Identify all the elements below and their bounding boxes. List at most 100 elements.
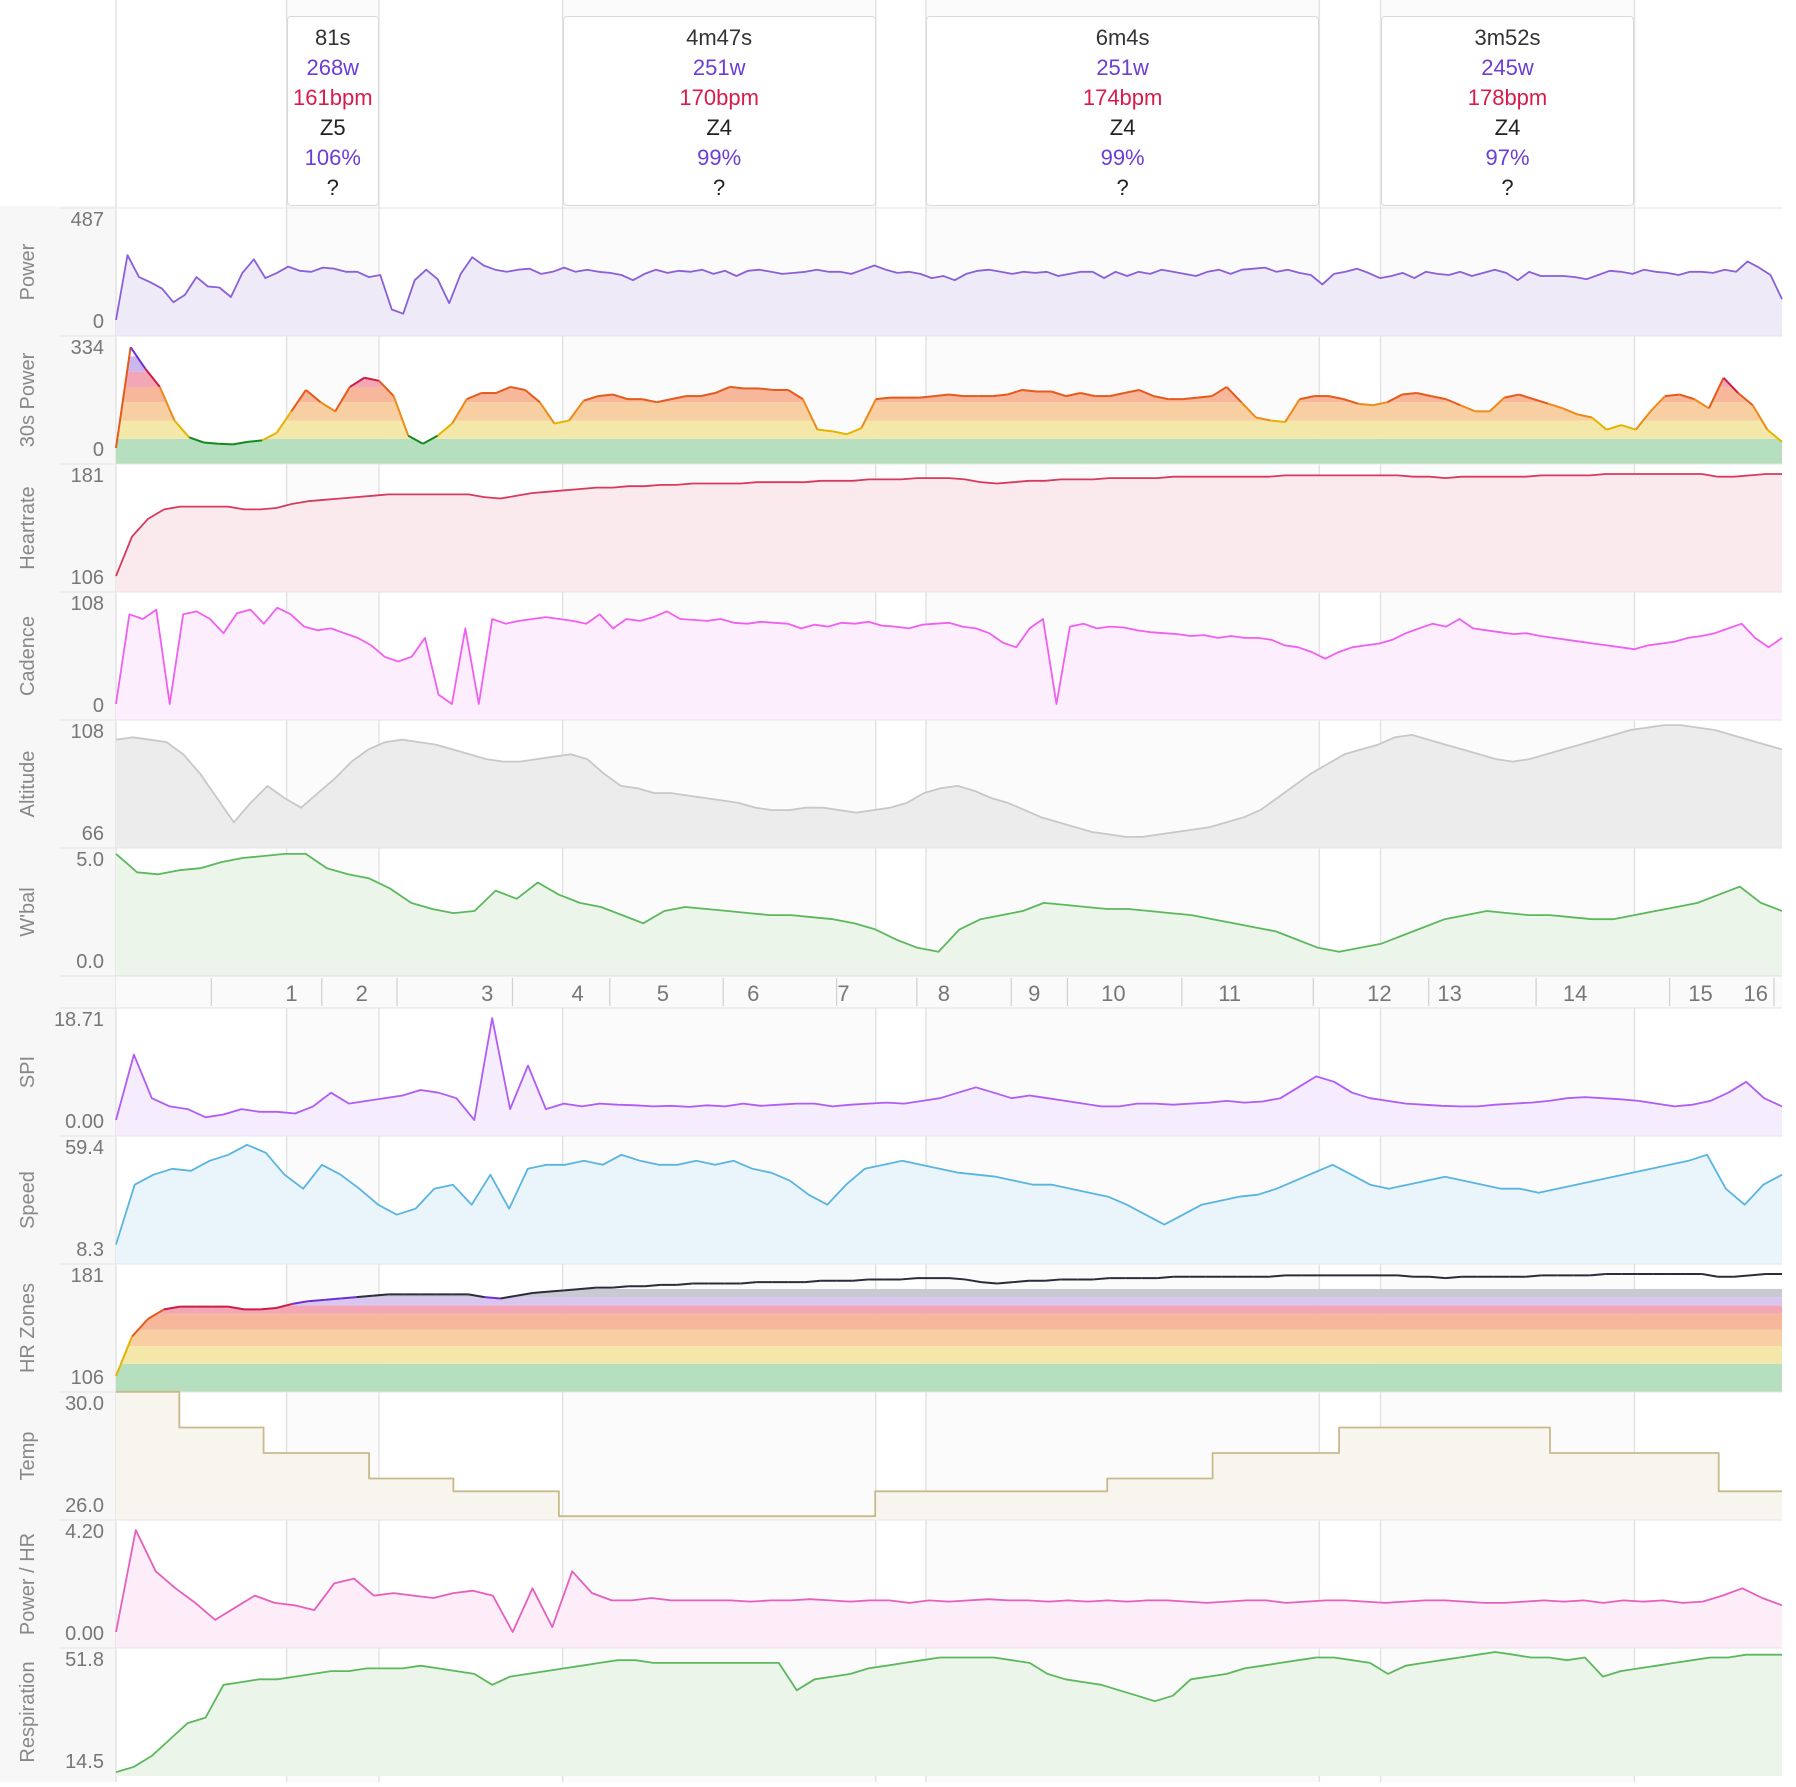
y-max-tick: 181 xyxy=(71,465,104,487)
interval-extra: ? xyxy=(1501,175,1514,200)
series-segment xyxy=(115,1336,133,1377)
series-segment xyxy=(173,419,190,438)
y-min-tick: 0.00 xyxy=(65,1111,104,1133)
interval-card[interactable]: 81s 268w 161bpm Z5 106%? xyxy=(286,16,379,206)
series-segment xyxy=(1504,393,1520,399)
series-line xyxy=(115,853,1783,953)
y-max-tick: 5.0 xyxy=(76,849,104,871)
y-max-tick: 51.8 xyxy=(65,1649,104,1671)
zone-band xyxy=(116,1288,1782,1298)
series-segment xyxy=(115,347,132,449)
series-line xyxy=(115,724,1783,838)
interval-card[interactable]: 6m4s 251w 174bpm Z4 99%? xyxy=(925,16,1320,206)
y-min-tick: 106 xyxy=(71,567,104,589)
series-segment xyxy=(147,1308,165,1320)
series-segment xyxy=(340,1296,357,1300)
series-segment xyxy=(163,1305,181,1311)
series-segment xyxy=(1358,402,1373,407)
series-segment xyxy=(1679,393,1695,401)
series-segment xyxy=(144,367,161,388)
series-segment xyxy=(320,401,336,413)
series-segment xyxy=(1701,1273,1719,1278)
series-segment xyxy=(1547,402,1564,410)
series-segment xyxy=(500,1294,517,1300)
interval-heartrate: 178bpm xyxy=(1467,85,1548,110)
y-min-tick: 0.0 xyxy=(76,951,104,973)
panel-w-bal: W'bal 5.0 0.0 xyxy=(17,847,1783,976)
interval-card[interactable]: 4m47s 251w 170bpm Z4 99%? xyxy=(562,16,876,206)
series-segment xyxy=(1533,398,1549,405)
series-segment xyxy=(860,398,877,429)
y-max-tick: 59.4 xyxy=(65,1137,104,1159)
y-min-tick: 66 xyxy=(82,823,104,845)
series-segment xyxy=(1284,398,1301,423)
series-segment xyxy=(1093,1277,1110,1281)
series-segment xyxy=(484,1296,501,1300)
series-segment xyxy=(676,1282,693,1286)
panel-speed: Speed 59.4 8.3 xyxy=(17,1135,1783,1264)
series-segment xyxy=(919,395,935,399)
series-segment xyxy=(1525,1274,1542,1278)
series-segment xyxy=(846,427,862,436)
interval-heartrate: 161bpm xyxy=(293,85,373,110)
interval-heartrate: 170bpm xyxy=(679,85,759,110)
interval-duration: 4m47s xyxy=(686,25,753,50)
series-segment xyxy=(1050,390,1067,398)
series-segment xyxy=(378,380,395,397)
series-segment xyxy=(656,398,672,404)
series-segment xyxy=(436,422,453,437)
y-min-tick: 26.0 xyxy=(65,1495,104,1517)
series-segment xyxy=(1225,386,1243,403)
interval-card[interactable]: 3m52s 245w 178bpm Z4 97%? xyxy=(1380,16,1635,206)
zone-band xyxy=(116,1305,1782,1314)
series-segment xyxy=(1153,395,1169,401)
interval-heartrate: 174bpm xyxy=(1082,85,1163,110)
series-area xyxy=(116,1391,1782,1520)
y-max-tick: 30.0 xyxy=(65,1393,104,1415)
lap-axis-bg xyxy=(116,976,1782,1008)
series-segment xyxy=(740,1281,757,1285)
series-segment xyxy=(1431,395,1447,401)
series-segment xyxy=(324,1297,341,1301)
axis-label: Cadence xyxy=(17,616,39,696)
interval-watts: 251w xyxy=(692,55,746,80)
panel-altitude: Altitude 108 66 xyxy=(17,719,1783,848)
axis-label: Power / HR xyxy=(17,1533,39,1635)
series-segment xyxy=(1591,416,1608,431)
series-segment xyxy=(1397,1274,1414,1278)
lap-tick-label: 5 xyxy=(657,981,669,1006)
series-area xyxy=(116,853,1782,976)
series-line xyxy=(115,254,1783,321)
lap-tick-label: 7 xyxy=(837,981,849,1006)
interval-zone: Z5 xyxy=(319,115,346,140)
series-segment xyxy=(1708,377,1725,409)
series-segment xyxy=(308,1298,325,1303)
series-segment xyxy=(787,389,804,400)
interval-zone: Z4 xyxy=(1494,115,1521,140)
series-segment xyxy=(900,1277,918,1281)
panel-heartrate: Heartrate 181 106 xyxy=(17,463,1782,592)
series-segment xyxy=(714,385,731,394)
series-segment xyxy=(1157,1275,1174,1280)
interval-duration: 3m52s xyxy=(1474,25,1541,50)
axis-label: SPI xyxy=(17,1056,39,1088)
series-segment xyxy=(612,393,628,401)
series-segment xyxy=(349,376,365,388)
axis-label: Heartrate xyxy=(17,486,39,569)
series-segment xyxy=(1489,396,1506,413)
lap-tick-label: 8 xyxy=(938,981,950,1006)
series-segment xyxy=(290,389,307,412)
series-segment xyxy=(538,401,556,425)
series-segment xyxy=(356,1294,373,1299)
lap-tick-label: 1 xyxy=(285,981,297,1006)
series-segment xyxy=(1429,1275,1446,1280)
interval-watts: 245w xyxy=(1481,55,1534,80)
series-segment xyxy=(1045,1278,1062,1282)
interval-percent: 97% xyxy=(1485,145,1530,170)
series-segment xyxy=(1737,392,1754,407)
panel-power-hr: Power / HR 4.20 0.00 xyxy=(17,1519,1783,1648)
interval-zone: Z4 xyxy=(1109,115,1136,140)
series-segment xyxy=(700,392,716,398)
series-area xyxy=(116,255,1782,336)
